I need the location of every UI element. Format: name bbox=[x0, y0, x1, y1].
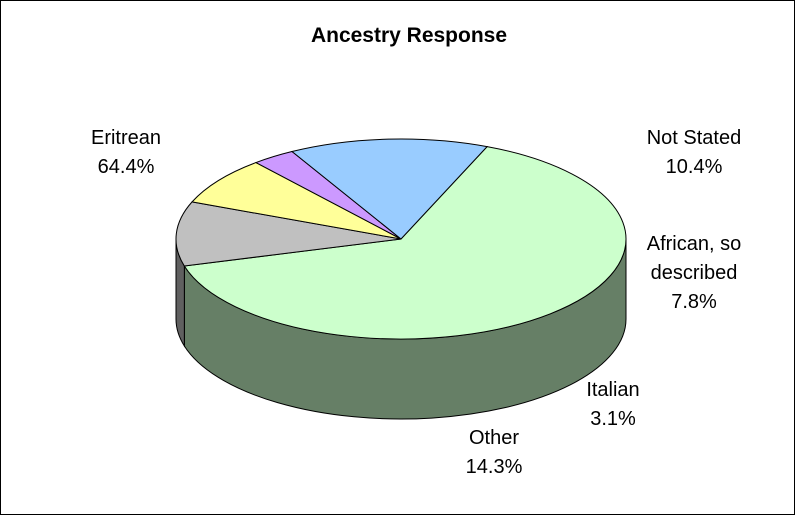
slice-category-label: Eritrean bbox=[91, 127, 161, 149]
pie-labels: Eritrean 64.4% Not Stated 10.4% African, so d… bbox=[91, 127, 741, 478]
slice-percent-label: 7.8% bbox=[671, 291, 717, 313]
pie-slice-african-so-described bbox=[191, 162, 402, 240]
slice-percent-label: 64.4% bbox=[98, 156, 155, 178]
slice-category-label: Other bbox=[469, 427, 519, 449]
pie-slice-other bbox=[290, 138, 489, 240]
slice-percent-label: 3.1% bbox=[590, 408, 636, 430]
slice-percent-label: 14.3% bbox=[466, 456, 523, 478]
pie-slice-not-stated bbox=[175, 201, 402, 267]
slice-category-label: Not Stated bbox=[647, 127, 742, 149]
slice-category-label: Italian bbox=[586, 379, 639, 401]
slice-category-label: described bbox=[651, 262, 738, 284]
slice-category-label: African, so bbox=[647, 233, 741, 255]
chart-title: Ancestry Response bbox=[311, 24, 507, 47]
pie-tops bbox=[175, 138, 627, 340]
slice-percent-label: 10.4% bbox=[666, 156, 723, 178]
pie-slice-eritrean bbox=[183, 146, 627, 340]
